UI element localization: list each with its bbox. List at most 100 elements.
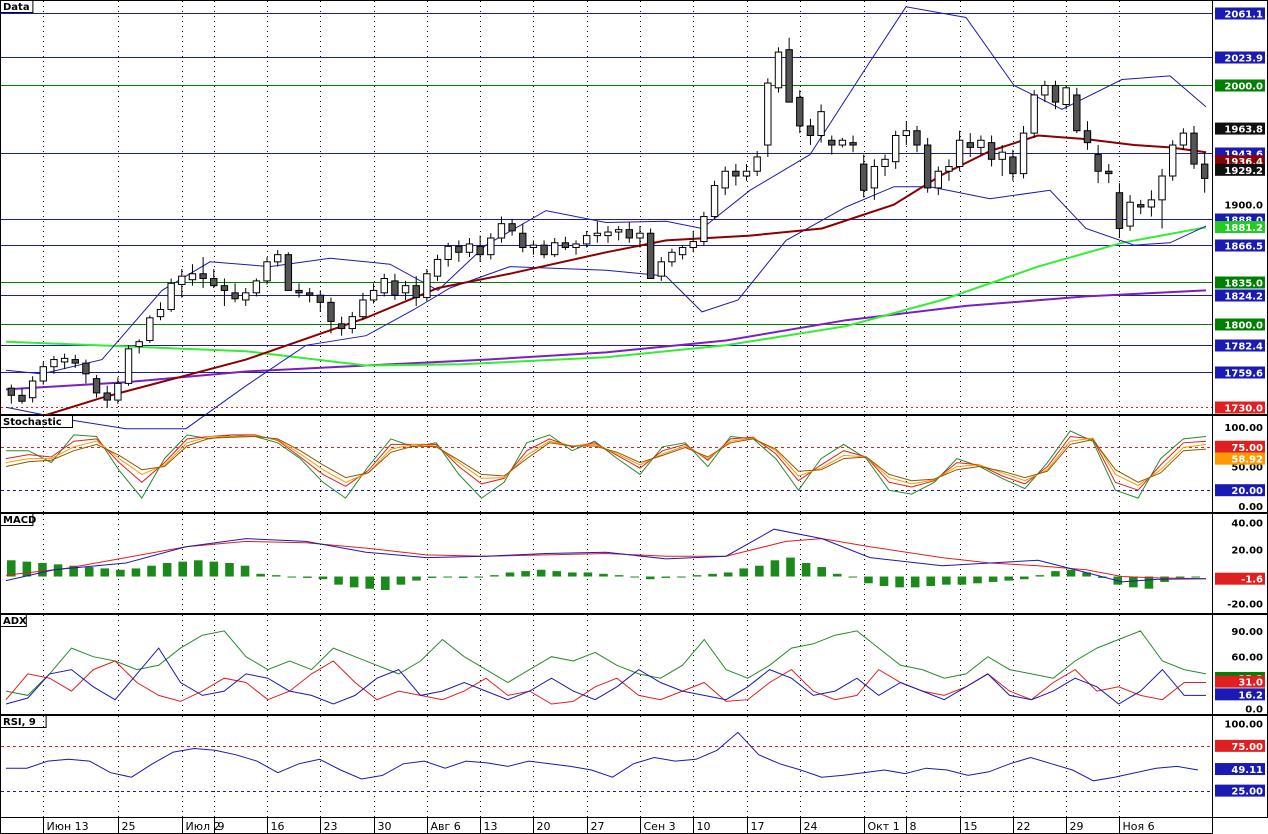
macd-histogram-bar (100, 568, 110, 577)
macd-histogram-bar (53, 564, 63, 577)
candle-body (252, 280, 261, 294)
macd-histogram-bar (645, 576, 655, 580)
x-axis: Июн 13 25 Июл 29 16 23 30 Авг 6 13 20 27 Сен 3 10 17… (0, 817, 1213, 834)
candle-body (433, 258, 442, 277)
candle-body (1190, 132, 1198, 165)
macd-histogram-bar (536, 569, 546, 577)
candle-body (785, 49, 793, 103)
macd-histogram-bar (271, 575, 281, 577)
x-tick-label: 15 (964, 820, 978, 833)
adx-title-box (0, 614, 27, 627)
candle-body (519, 232, 527, 249)
macd-histogram-bar (1035, 575, 1045, 577)
macd-histogram-bar (521, 571, 530, 577)
candle-body (529, 244, 538, 249)
macd-histogram-bar (1191, 576, 1200, 578)
candle-body (359, 299, 367, 318)
macd-histogram-bar (505, 572, 515, 577)
price-title-box (0, 0, 34, 13)
price-title: Data (3, 2, 30, 13)
price-extra-2-label-bg (1215, 163, 1265, 176)
x-tick-label: 17 (751, 820, 765, 833)
candle-body (721, 170, 729, 189)
macd-histogram-bar (303, 576, 312, 578)
candle-body (742, 170, 751, 177)
macd-histogram-bar (895, 576, 904, 588)
candle-body (178, 275, 186, 285)
price-hline-2-label-bg (1215, 79, 1265, 92)
adx-series-2 (5, 647, 1206, 705)
candle-body (305, 292, 314, 296)
x-tick-label: 10 (697, 820, 711, 833)
candle-body (870, 165, 879, 189)
price-extra-0-label: 1963.8 (1224, 125, 1263, 136)
stoch-value-2-label-bg (1215, 484, 1265, 497)
adx-axis-2-label: 0.0 (1245, 704, 1263, 715)
sma-purple-line (5, 289, 1207, 391)
macd-value-label-bg (1215, 572, 1265, 585)
candle-body (849, 142, 857, 146)
price-hline-4-label: 1888.0 (1224, 216, 1263, 227)
stoch-value-0-label: 75.00 (1231, 443, 1263, 454)
rsi-value-0-label-bg (1215, 739, 1265, 752)
price-hline-1-label: 2023.9 (1224, 54, 1263, 65)
x-tick-label: 22 (1017, 820, 1031, 833)
rsi-value-1-label: 49.11 (1231, 765, 1263, 776)
macd-title-box (0, 513, 34, 526)
x-tick-label: 8 (910, 820, 917, 833)
macd-histogram-bar (365, 576, 375, 589)
price-hline-7-label-bg (1215, 289, 1265, 302)
x-tick-label: 25 (122, 820, 136, 833)
candle-body (242, 292, 250, 301)
candle-body (923, 144, 932, 189)
adx-axis-0-label: 90.00 (1231, 627, 1263, 638)
candle-body (806, 125, 815, 136)
candle-body (263, 261, 271, 282)
candle-body (210, 278, 218, 287)
candle-body (593, 232, 602, 237)
candle-body (955, 139, 964, 167)
candle-body (998, 151, 1006, 160)
macd-histogram-bar (988, 576, 998, 582)
macd-histogram-bar (474, 576, 484, 578)
stoch-value-2-label: 20.00 (1231, 486, 1263, 497)
rsi-value-2-label: 25.00 (1231, 787, 1263, 798)
candle-body (913, 130, 921, 146)
candle-body (753, 156, 761, 172)
x-tick-label: Сен 3 (644, 820, 676, 833)
price-hline-2-label: 2000.0 (1224, 82, 1263, 93)
rsi-panel: RSI, 9 100.00 75.00 49.11 25.00 (0, 715, 1268, 818)
macd-histogram-bar (240, 565, 250, 577)
x-tick-label: 16 (271, 820, 285, 833)
macd-histogram-bar (801, 563, 811, 577)
candle-body (348, 316, 356, 330)
stoch-series-0 (6, 430, 1207, 499)
candle-body (1009, 156, 1017, 175)
stoch-value-0-label-bg (1215, 440, 1265, 453)
candle-body (732, 170, 740, 177)
candle-body (82, 362, 90, 375)
candle-body (657, 261, 665, 277)
candle-body (1030, 94, 1038, 134)
price-hline-9-label-bg (1215, 339, 1265, 352)
x-tick-label: 30 (378, 820, 392, 833)
candle-body (764, 82, 772, 146)
candle-body (1179, 132, 1188, 146)
price-hline-1-label-bg (1215, 51, 1265, 64)
candle-body (646, 232, 655, 280)
candle-body (124, 348, 133, 384)
x-tick-label: 23 (324, 820, 338, 833)
candle-body (828, 139, 836, 146)
stoch-series-2 (5, 435, 1207, 487)
macd-panel: MACD 40.00 20.00 -20.00 -1.6 (0, 513, 1268, 614)
bollinger-upper-line (5, 6, 1207, 375)
price-hline-9-label: 1782.4 (1224, 342, 1263, 353)
adx-series-1 (5, 660, 1206, 705)
candle-body (1158, 175, 1166, 201)
candle-body (1147, 199, 1156, 208)
candle-body (369, 289, 378, 301)
candle-body (465, 243, 474, 253)
macd-histogram-bar (256, 573, 265, 577)
price-hline-5-label-bg (1215, 239, 1265, 252)
candle-body (966, 142, 974, 148)
